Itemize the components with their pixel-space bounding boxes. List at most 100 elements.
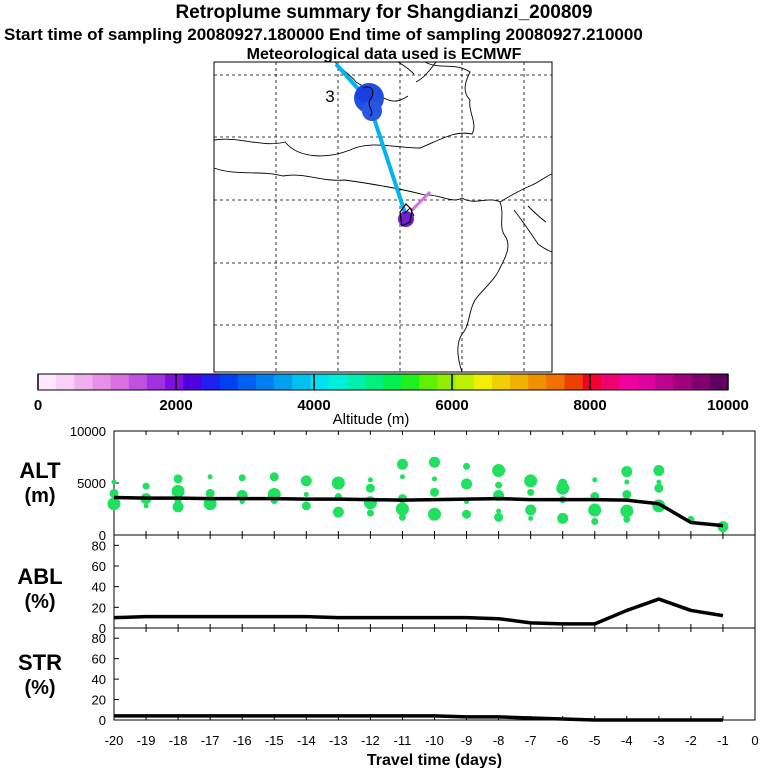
alt-scatter-point [591,517,599,525]
x-tick-label: -7 [525,733,537,748]
x-tick-label: -17 [201,733,220,748]
alt-scatter-point [623,515,631,523]
alt-scatter-point [524,474,538,488]
x-tick-label: -15 [265,733,284,748]
alt-scatter-point [653,465,665,477]
x-tick-label: -9 [461,733,473,748]
colorbar-swatch [310,374,330,390]
x-tick-label: -6 [557,733,569,748]
x-tick-label: 0 [751,733,758,748]
colorbar-swatch [110,374,130,390]
alt-scatter-point [492,464,506,478]
y-tick-label: 0 [99,713,106,728]
panel-ylabel-unit: (%) [24,591,55,613]
alt-scatter-point [171,484,185,498]
alt-scatter-point [332,506,344,518]
alt-scatter-point [173,474,183,484]
panel-ylabel: ABL [17,564,62,589]
colorbar-swatch [673,374,693,390]
colorbar-swatch [237,374,257,390]
y-tick-label: 10000 [70,424,106,439]
colorbar-tick-label: 10000 [707,397,749,414]
alt-scatter-point [462,509,472,519]
y-tick-label: 0 [99,528,106,543]
y-tick-label: 40 [92,580,106,595]
plume-track [334,62,432,227]
colorbar-tick-label: 2000 [159,397,192,414]
colorbar-swatch [637,374,656,390]
panel-ylabel: STR [18,650,62,675]
colorbar-swatch [491,374,511,390]
alt-scatter-point [142,482,150,490]
colorbar-tick-label: 6000 [435,397,468,414]
x-tick-label: -18 [169,733,188,748]
alt-scatter-point [109,488,119,498]
alt-scatter-point [429,456,440,468]
alt-scatter-point [430,487,439,497]
colorbar-swatch [546,374,566,390]
chart-title: Retroplume summary for Shangdianzi_20080… [175,2,593,23]
colorbar-xlabel: Altitude (m) [333,411,410,428]
y-tick-label: 80 [92,538,106,553]
x-tick-label: -2 [685,733,697,748]
x-tick-label: -8 [493,733,505,748]
alt-scatter-point [301,501,311,511]
colorbar-swatch [165,374,184,390]
colorbar-swatch [691,374,711,390]
alt-scatter-point [367,477,373,483]
alt-scatter-point [621,466,633,478]
panel-frame [113,627,756,721]
x-tick-label: -14 [297,733,316,748]
colorbar-swatch [655,374,675,390]
x-tick-label: -13 [329,733,348,748]
alt-scatter-point [396,458,408,470]
y-tick-label: 20 [92,693,106,708]
alt-scatter-point [620,504,634,518]
map-marker-label: 3 [325,87,334,106]
colorbar-tick-label: 0 [34,397,42,414]
x-tick-label: -4 [621,733,633,748]
panel-abl: ABL(%) 0 20 40 60 80 [17,534,756,636]
colorbar-tick-label: 4000 [297,397,330,414]
alt-scatter-point [432,476,437,482]
alt-scatter-point [624,479,630,485]
alt-scatter-point [143,503,149,509]
colorbar-swatch [38,374,57,390]
alt-scatter-point [654,483,664,493]
alt-scatter-point [395,502,409,516]
y-tick-label: 5000 [77,476,106,491]
alt-scatter-point [557,512,569,524]
y-tick-label: 40 [92,672,106,687]
colorbar-swatch [709,374,729,390]
alt-scatter-point [622,489,632,499]
colorbar-swatch [364,374,384,390]
panel-ylabel-unit: (m) [24,485,55,507]
y-tick-label: 80 [92,631,106,646]
map-gridlines [214,62,552,372]
colorbar-swatch [473,374,493,390]
colorbar-swatch [274,374,293,390]
alt-scatter-point [331,476,345,490]
met-data-note: Meteorological data used is ECMWF [246,46,522,63]
alt-scatter-point [238,474,246,482]
alt-scatter-point [207,474,213,480]
colorbar-swatch [346,374,366,390]
colorbar-swatch [582,374,602,390]
panel-ylabel: ALT [19,458,61,483]
alt-scatter-point [172,501,184,513]
altitude-colorbar [37,373,729,391]
colorbar-swatch [92,374,112,390]
colorbar-swatch [146,374,166,390]
panel-alt: ALT(m) 10000 5000 0 [19,424,756,543]
x-tick-label: -10 [425,733,444,748]
x-tick-label: -11 [394,733,412,748]
alt-scatter-point [303,491,309,497]
y-tick-label: 0 [99,621,106,636]
series-line-str [114,714,723,722]
colorbar-swatch [74,374,93,390]
colorbar-swatch [383,374,402,390]
alt-scatter-point [205,488,215,498]
alt-scatter-point [494,512,504,522]
alt-scatter-point [588,503,602,517]
